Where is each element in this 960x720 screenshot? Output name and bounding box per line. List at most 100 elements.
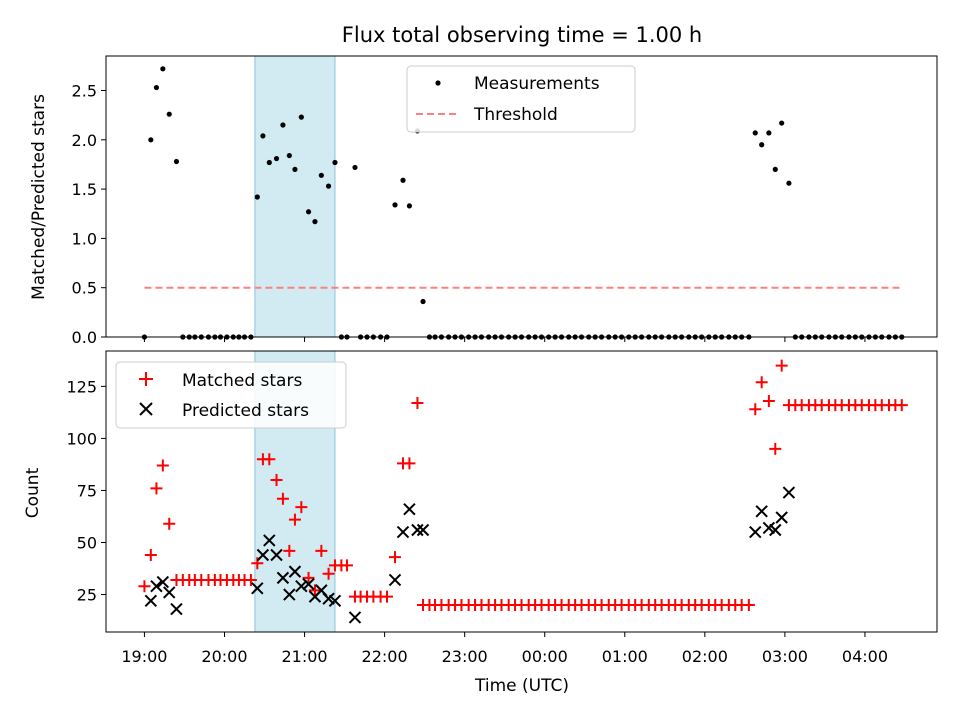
predicted-star-point <box>782 486 796 499</box>
predicted-star-point <box>396 525 410 539</box>
x-tick-label: 19:00 <box>121 647 167 666</box>
predicted-star-point <box>403 502 416 516</box>
matched-star-point <box>295 501 308 514</box>
predicted-star-point <box>156 575 170 589</box>
measurement-point <box>254 194 260 200</box>
x-tick-label: 23:00 <box>442 647 488 666</box>
predicted-star-point <box>328 594 342 607</box>
measurement-point <box>153 84 160 91</box>
y-tick-label: 2.0 <box>72 131 97 150</box>
ratio-panel: 0.0 0.5 1.0 1.5 2.0 2.5 Matched/Predicted sta… <box>29 55 938 347</box>
legend-measurements-marker <box>435 80 441 86</box>
measurement-point <box>352 164 358 171</box>
x-tick-label: 00:00 <box>522 647 568 666</box>
predicted-star-point <box>263 534 276 547</box>
matched-star-point <box>163 517 176 530</box>
measurement-point <box>305 209 312 215</box>
matched-star-point <box>138 580 151 593</box>
y-tick-label: 125 <box>66 377 97 396</box>
measurement-point <box>786 180 792 186</box>
y-tick-label: 100 <box>66 429 97 448</box>
x-tick-label: 20:00 <box>201 647 247 666</box>
measurement-point <box>312 219 318 225</box>
predicted-star-point <box>270 548 283 562</box>
top-legend: Measurements Threshold <box>406 65 636 133</box>
chart-title: Flux total observing time = 1.00 h <box>342 23 702 47</box>
predicted-star-point <box>251 582 264 595</box>
predicted-star-point <box>283 588 296 601</box>
matched-star-point <box>895 399 908 412</box>
measurement-point <box>280 122 286 128</box>
predicted-star-point <box>150 579 163 593</box>
measurement-point <box>318 172 324 178</box>
predicted-star-point <box>769 523 782 537</box>
matched-star-point <box>775 359 788 372</box>
matched-star-points <box>138 359 908 611</box>
measurement-point <box>400 177 406 183</box>
measurement-point <box>779 120 785 126</box>
top-y-axis: 0.0 0.5 1.0 1.5 2.0 2.5 <box>72 82 106 347</box>
matched-star-point <box>270 474 283 487</box>
measurement-point <box>286 152 292 159</box>
x-tick-label: 22:00 <box>362 647 408 666</box>
predicted-star-point <box>348 611 362 624</box>
bottom-axes-frame <box>105 350 938 633</box>
predicted-star-point <box>276 571 290 585</box>
predicted-star-point <box>411 523 424 537</box>
matched-star-point <box>156 459 169 472</box>
matched-star-point <box>144 548 157 561</box>
measurement-point <box>406 203 413 209</box>
measurement-point <box>392 202 398 208</box>
x-tick-label: 21:00 <box>281 647 327 666</box>
measurement-point <box>166 111 172 117</box>
predicted-star-points <box>144 486 796 624</box>
y-tick-label: 25 <box>77 586 97 605</box>
y-tick-label: 75 <box>77 481 97 500</box>
matched-star-point <box>283 544 296 557</box>
legend-matched-label: Matched stars <box>182 371 302 391</box>
top-legend-box <box>406 65 636 133</box>
y-tick-label: 1.5 <box>72 180 97 199</box>
y-tick-label: 2.5 <box>72 82 97 101</box>
matched-star-point <box>389 551 402 564</box>
predicted-star-point <box>295 579 308 593</box>
legend-measurements-label: Measurements <box>474 74 600 94</box>
measurement-point <box>420 298 426 305</box>
y-tick-label: 0.5 <box>72 279 97 298</box>
matched-star-point <box>288 513 301 526</box>
bottom-y-axis: 25 50 75 100 125 <box>66 377 106 605</box>
measurement-point <box>298 114 304 120</box>
matched-star-point <box>308 584 321 597</box>
bottom-legend-box <box>115 361 347 429</box>
observing-window-shade-top <box>254 55 336 338</box>
matched-star-point <box>411 397 424 410</box>
matched-star-point <box>755 376 768 389</box>
measurement-point <box>260 133 266 139</box>
matched-star-point <box>150 482 163 495</box>
predicted-star-point <box>144 594 158 607</box>
predicted-star-point <box>388 573 402 587</box>
measurement-point <box>766 130 772 136</box>
predicted-star-point <box>288 565 302 578</box>
x-axis-label: Time (UTC) <box>474 676 569 696</box>
predicted-star-point <box>416 523 430 537</box>
measurement-point <box>759 142 765 148</box>
matched-star-point <box>742 598 755 611</box>
y-tick-label: 0.0 <box>72 328 97 347</box>
matched-star-point <box>769 442 782 455</box>
matched-star-point <box>302 571 315 584</box>
y-tick-label: 50 <box>77 533 97 552</box>
matched-star-point <box>263 453 276 466</box>
matched-star-point <box>381 590 394 603</box>
x-tick-label: 04:00 <box>842 647 888 666</box>
measurement-point <box>325 183 332 189</box>
predicted-star-point <box>170 602 183 616</box>
matched-star-point <box>340 559 353 572</box>
legend-predicted-label: Predicted stars <box>182 401 309 421</box>
y-tick-label: 1.0 <box>72 229 97 248</box>
measurement-point <box>148 137 154 143</box>
matched-star-point <box>276 492 289 505</box>
matched-star-point <box>403 457 416 470</box>
legend-matched-marker <box>139 372 153 386</box>
